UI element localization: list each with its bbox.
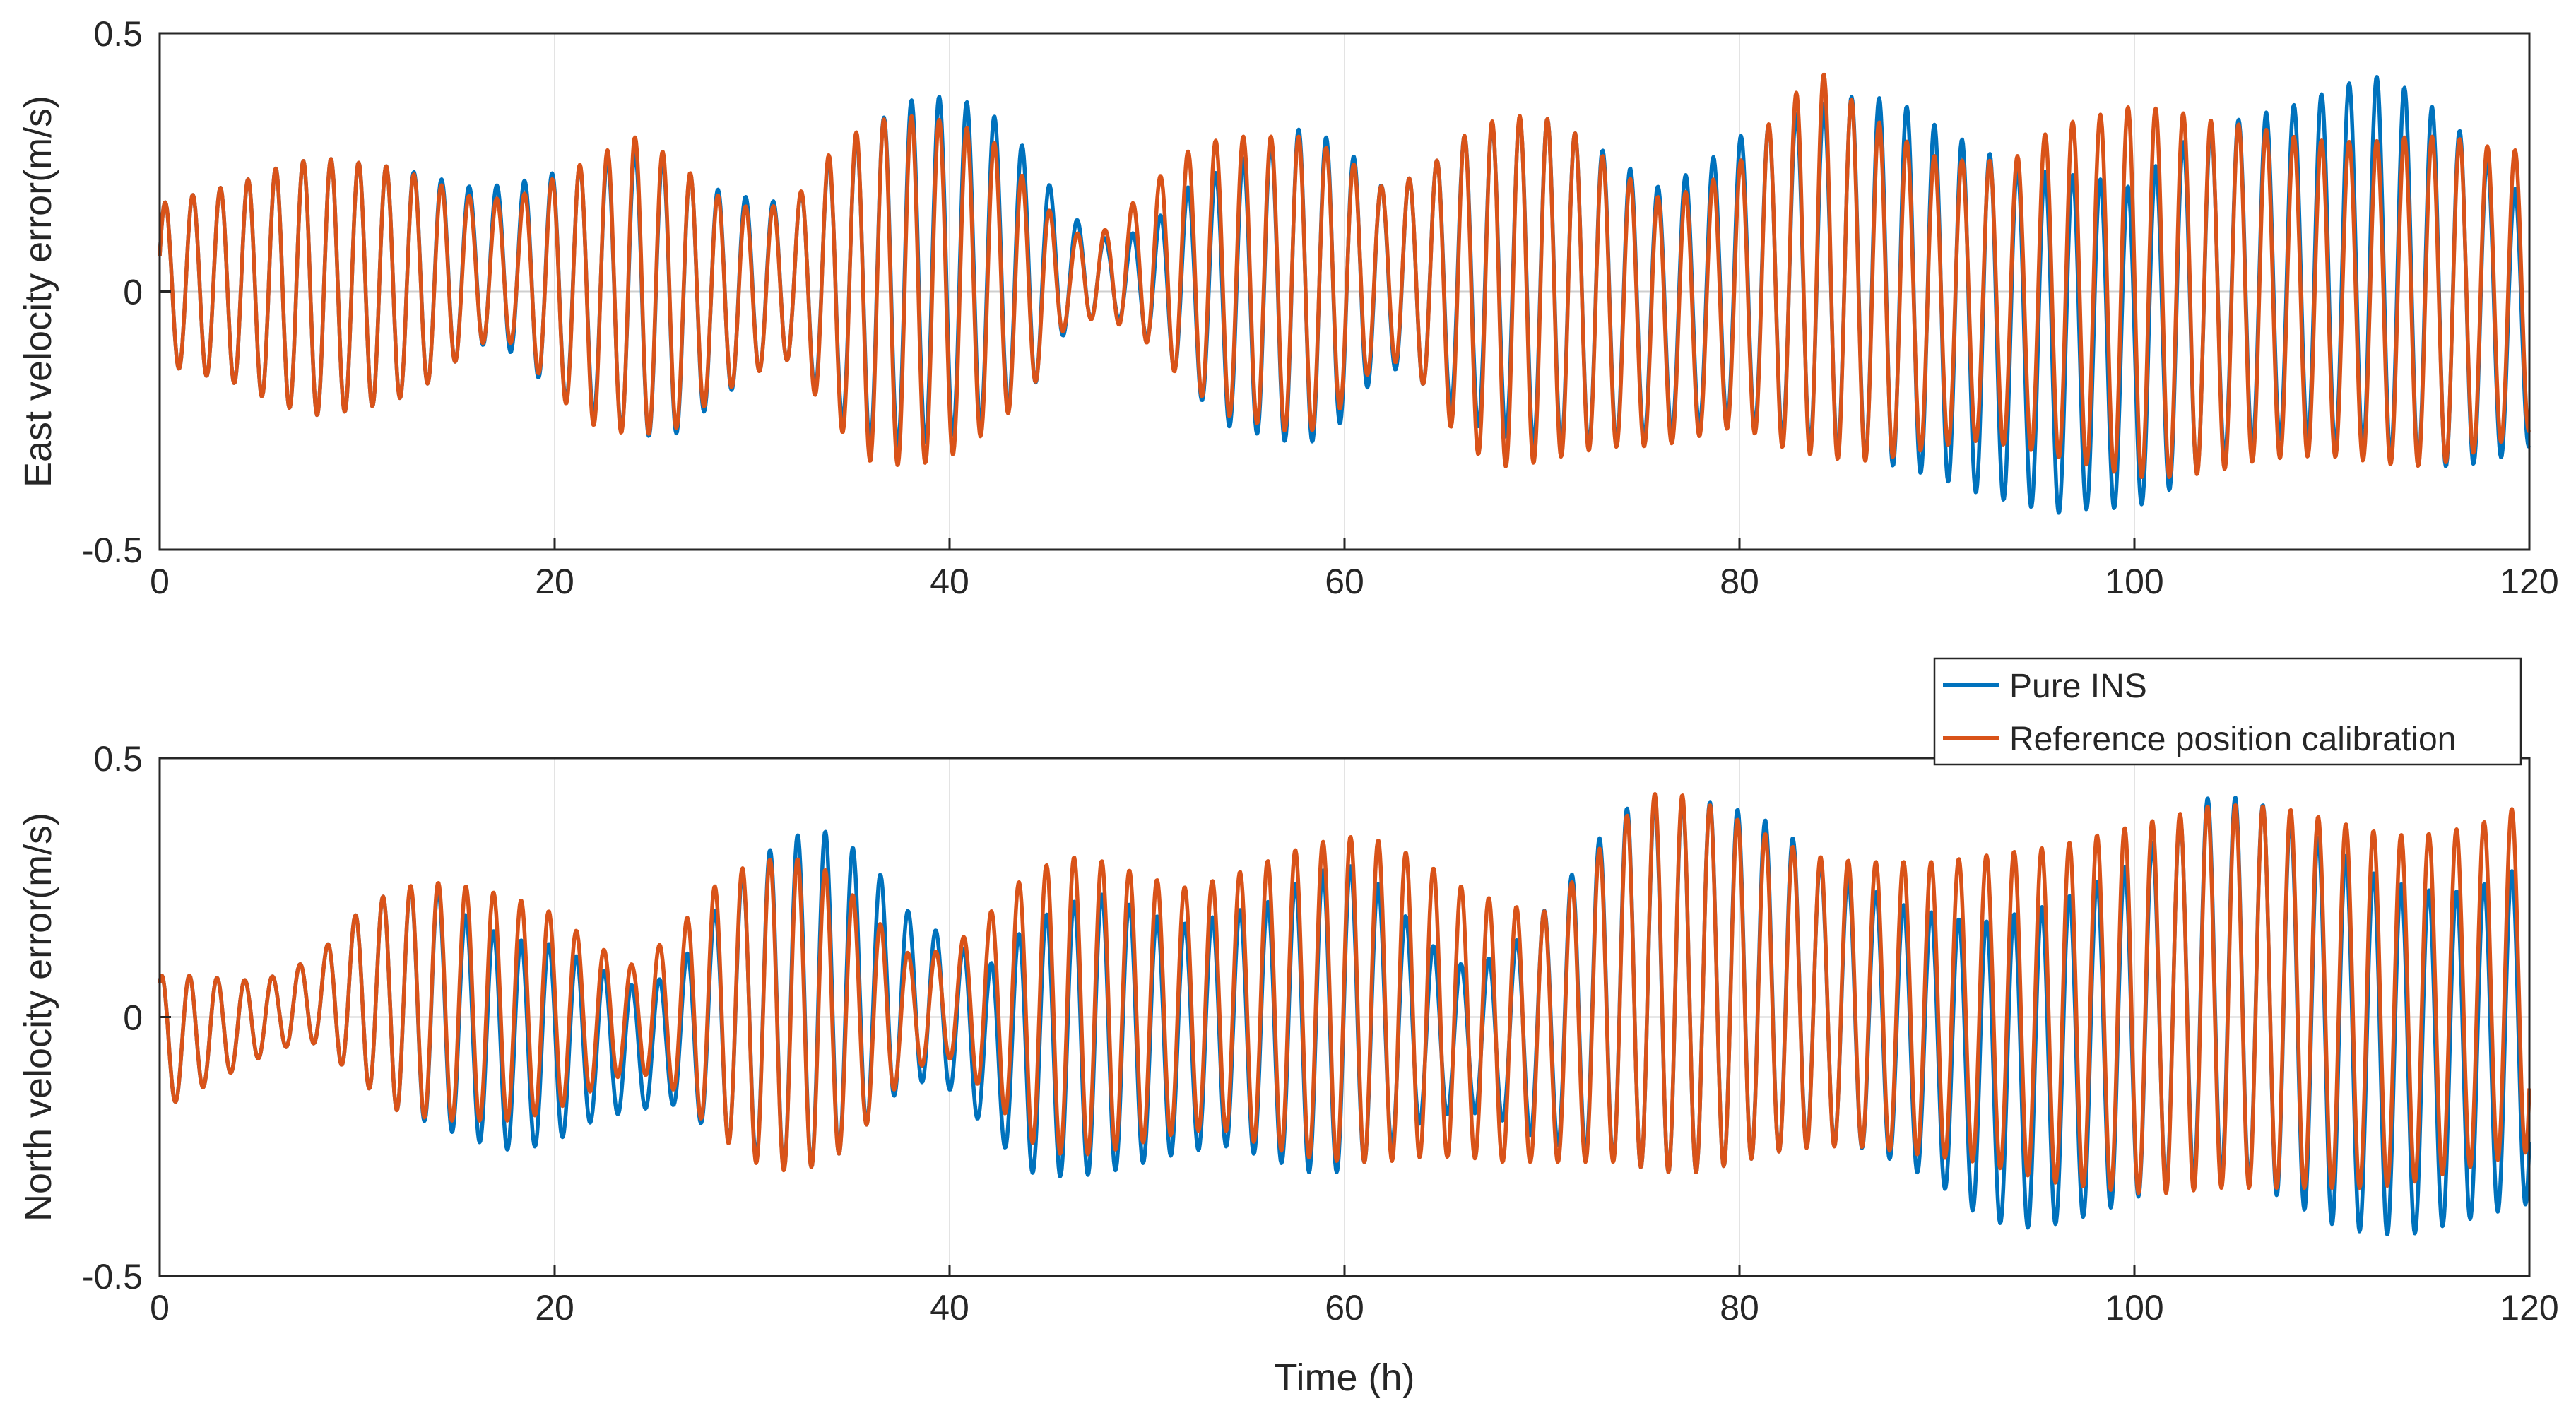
north-series-reference-position-calibration <box>158 792 2531 1195</box>
legend: Pure INS Reference position calibration <box>1933 657 2522 766</box>
north-y-tick-label--0.5: -0.5 <box>82 1257 143 1296</box>
north-y-tick-label-0.5: 0.5 <box>93 739 143 779</box>
north-velocity-subplot: 0 20 40 60 80 100 120-0.500.5 North velocity e… <box>17 739 2559 1399</box>
east-x-tick-label-40: 40 <box>930 562 969 601</box>
legend-label-pure-ins: Pure INS <box>2009 668 2147 705</box>
north-x-tick-label-20: 20 <box>535 1288 574 1328</box>
east-ticks: 0 20 40 60 80 100 120-0.500.5 <box>82 14 2559 601</box>
east-x-tick-label-80: 80 <box>1720 562 1759 601</box>
north-x-tick-label-40: 40 <box>930 1288 969 1328</box>
east-series-group <box>158 72 2531 515</box>
north-x-tick-label-60: 60 <box>1325 1288 1364 1328</box>
east-x-tick-label-0: 0 <box>150 562 170 601</box>
north-x-tick-label-120: 120 <box>2500 1288 2558 1328</box>
east-ylabel: East velocity error(m/s) <box>17 95 59 488</box>
north-x-tick-label-0: 0 <box>150 1288 170 1328</box>
east-y-tick-label-0: 0 <box>123 273 143 312</box>
east-y-tick-label--0.5: -0.5 <box>82 531 143 570</box>
east-x-tick-label-20: 20 <box>535 562 574 601</box>
east-y-tick-label-0.5: 0.5 <box>93 14 143 54</box>
east-x-tick-label-120: 120 <box>2500 562 2558 601</box>
east-x-tick-label-60: 60 <box>1325 562 1364 601</box>
north-y-tick-label-0: 0 <box>123 998 143 1038</box>
east-velocity-subplot: 0 20 40 60 80 100 120-0.500.5 East velocity er… <box>17 14 2559 601</box>
north-xlabel: Time (h) <box>1275 1357 1415 1399</box>
east-x-tick-label-100: 100 <box>2105 562 2163 601</box>
legend-label-reference-position-calibration: Reference position calibration <box>2009 721 2456 758</box>
north-x-tick-label-100: 100 <box>2105 1288 2163 1328</box>
north-ylabel: North velocity error(m/s) <box>17 813 59 1222</box>
legend-box <box>1933 657 2522 766</box>
north-x-tick-label-80: 80 <box>1720 1288 1759 1328</box>
north-series-group <box>158 792 2531 1237</box>
north-ticks: 0 20 40 60 80 100 120-0.500.5 <box>82 739 2559 1328</box>
east-series-reference-position-calibration <box>158 72 2531 480</box>
